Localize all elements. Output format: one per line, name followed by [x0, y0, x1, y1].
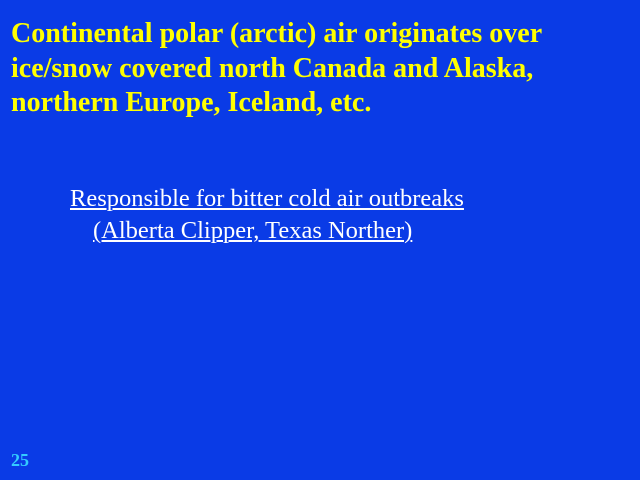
title-line-1: Continental polar (arctic) air originate…	[11, 18, 543, 49]
slide-number: 25	[11, 450, 29, 470]
bullet-line-1: Responsible for bitter cold air outbreak…	[70, 185, 464, 212]
bullet-point: Responsible for bitter cold air outbreak…	[70, 183, 630, 247]
slide-title: Continental polar (arctic) air originate…	[11, 17, 636, 121]
title-line-3: northern Europe, Iceland, etc.	[11, 87, 372, 118]
bullet-line-2: (Alberta Clipper, Texas Norther)	[93, 217, 413, 244]
title-line-2: ice/snow covered north Canada and Alaska…	[11, 52, 534, 84]
